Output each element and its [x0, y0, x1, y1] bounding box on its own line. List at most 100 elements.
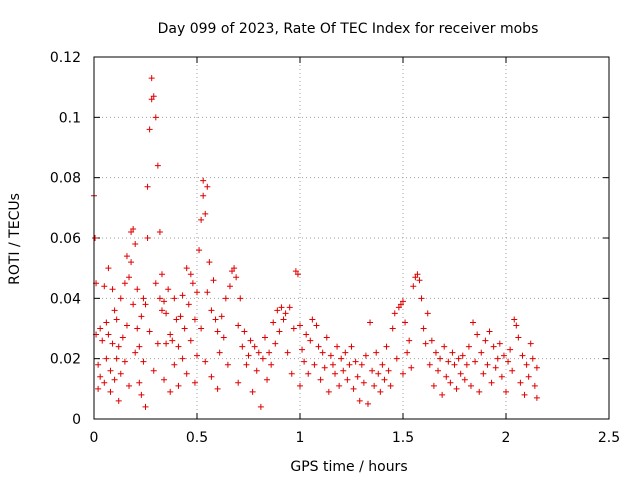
data-point [171, 361, 178, 368]
data-point [338, 355, 345, 362]
data-point [507, 346, 514, 353]
data-point [443, 373, 450, 380]
data-point [136, 379, 143, 386]
data-point [198, 216, 205, 223]
data-point [496, 340, 503, 347]
data-point [494, 355, 501, 362]
y-axis-label: ROTI / TECUs [7, 193, 23, 285]
data-point [402, 319, 409, 326]
data-point [154, 340, 161, 347]
data-point [356, 397, 363, 404]
data-point [175, 343, 182, 350]
data-point [313, 322, 320, 329]
data-point [299, 346, 306, 353]
data-point [105, 331, 112, 338]
data-point [484, 361, 491, 368]
data-point [379, 361, 386, 368]
data-point [503, 388, 509, 395]
data-point [515, 334, 522, 341]
data-point [216, 349, 223, 356]
data-point [253, 367, 260, 374]
data-point [239, 343, 246, 350]
data-point [255, 349, 262, 356]
data-point [334, 343, 341, 350]
data-point [152, 114, 159, 121]
data-point [167, 331, 174, 338]
data-point [286, 304, 293, 311]
data-point [126, 382, 133, 389]
data-point [181, 325, 188, 332]
x-tick-label: 0 [90, 430, 99, 446]
data-point [268, 361, 275, 368]
data-point [274, 307, 281, 314]
data-point [148, 96, 155, 103]
data-point [235, 322, 242, 329]
data-point [435, 367, 442, 374]
data-point [453, 385, 460, 392]
data-point [107, 388, 114, 395]
data-point [92, 235, 99, 241]
data-point [511, 316, 518, 323]
data-point [406, 337, 413, 344]
data-point [212, 316, 219, 323]
x-tick-label: 1.5 [392, 430, 414, 446]
data-point [202, 210, 209, 217]
data-point [103, 319, 110, 326]
data-point [327, 352, 334, 359]
data-point [284, 349, 291, 356]
data-point [154, 162, 161, 169]
data-point [505, 358, 512, 365]
data-point [138, 313, 145, 320]
data-point [342, 349, 349, 356]
data-points [91, 75, 540, 410]
data-point [121, 280, 128, 287]
data-point [350, 385, 357, 392]
data-point [113, 316, 120, 323]
data-point [136, 343, 143, 350]
data-point [175, 382, 182, 389]
data-point [191, 379, 198, 386]
data-point [148, 75, 155, 82]
data-point [358, 361, 365, 368]
data-point [264, 376, 271, 383]
data-point [486, 328, 493, 335]
data-point [457, 370, 464, 377]
data-point [422, 340, 429, 347]
data-point [282, 310, 289, 317]
data-point [472, 358, 479, 365]
data-point [119, 334, 126, 341]
data-point [439, 391, 446, 398]
data-point [214, 385, 221, 392]
data-point [134, 286, 141, 293]
data-point [206, 259, 213, 266]
y-tick-label: 0.02 [50, 352, 81, 368]
data-point [348, 343, 355, 350]
data-point [451, 361, 458, 368]
data-point [482, 337, 489, 344]
data-point [500, 352, 507, 359]
data-point [218, 313, 225, 320]
data-point [513, 322, 520, 329]
data-point [509, 367, 516, 374]
data-point [474, 331, 481, 338]
data-point [321, 364, 328, 371]
x-axis-label: GPS time / hours [290, 459, 407, 475]
data-point [412, 274, 419, 281]
data-point [161, 298, 168, 305]
data-point [389, 325, 396, 332]
data-point [463, 361, 470, 368]
data-point [294, 271, 301, 278]
data-point [367, 319, 374, 326]
data-point [126, 274, 133, 281]
data-point [362, 352, 369, 359]
data-point [276, 328, 283, 335]
data-point [329, 361, 336, 368]
data-point [183, 265, 190, 272]
data-point [428, 337, 435, 344]
data-point [144, 183, 151, 190]
data-point [165, 286, 172, 293]
data-point [132, 349, 139, 356]
data-point [385, 367, 392, 374]
data-point [529, 355, 536, 362]
